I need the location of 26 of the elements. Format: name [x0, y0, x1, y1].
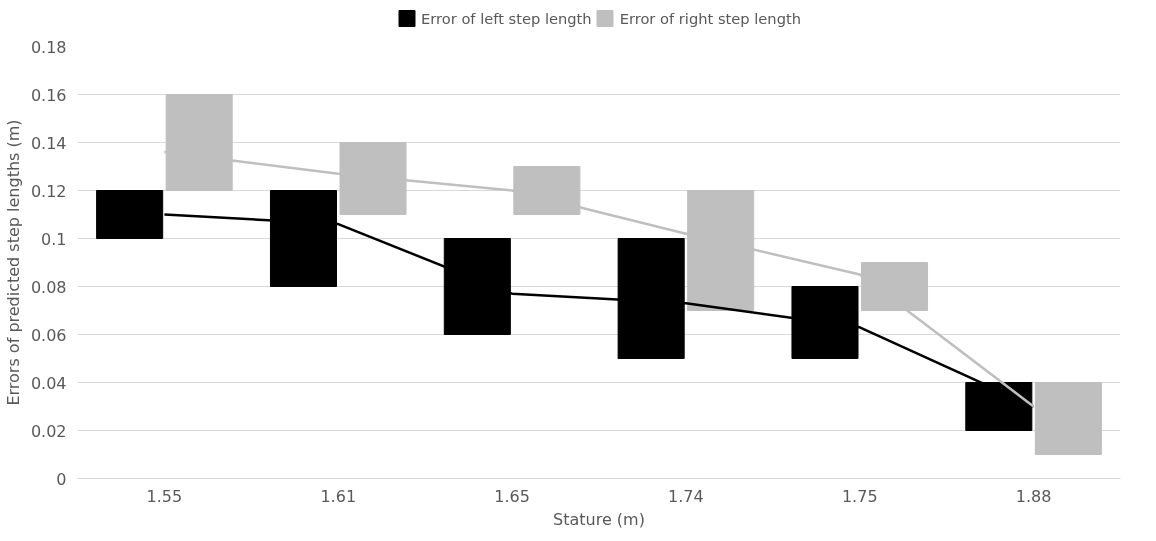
y-tick-label: 0.02 [30, 421, 67, 441]
y-tick-label: 0.1 [41, 229, 67, 249]
y-axis-title: Errors of predicted step lengths (m) [3, 119, 23, 406]
y-tick-label: 0.04 [30, 373, 67, 393]
x-tick-label: 1.88 [1015, 486, 1052, 506]
bar [791, 286, 859, 359]
y-tick-label: 0.08 [30, 277, 67, 297]
bar [443, 238, 511, 335]
x-tick-label: 1.61 [320, 486, 357, 506]
y-tick-label: 0.18 [30, 37, 67, 57]
x-tick-label: 1.75 [841, 486, 878, 506]
y-tick-label: 0.06 [30, 325, 67, 345]
x-axis-title: Stature (m) [553, 509, 645, 529]
bar [687, 190, 755, 311]
x-tick-label: 1.74 [668, 486, 704, 506]
y-tick-label: 0.16 [30, 85, 67, 105]
y-tick-label: 0.12 [30, 181, 67, 201]
y-tick-label: 0 [56, 469, 67, 489]
bar [617, 238, 685, 359]
y-tick-label: 0.14 [30, 133, 67, 153]
bar [860, 262, 929, 311]
legend-label: Error of left step length [421, 9, 592, 27]
x-tick-label: 1.65 [494, 486, 530, 506]
x-tick-label: 1.55 [146, 486, 183, 506]
legend-label: Error of right step length [619, 9, 801, 27]
bar [513, 166, 581, 215]
